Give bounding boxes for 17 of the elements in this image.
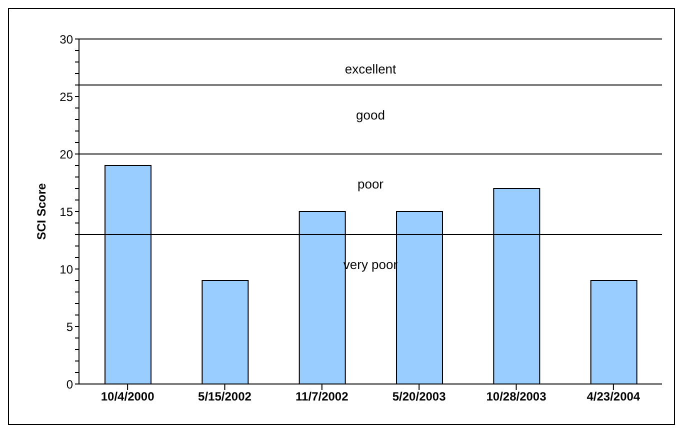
annotation: excellent	[344, 62, 397, 77]
x-tick-label: 10/28/2003	[486, 390, 547, 404]
x-tick-label: 4/23/2004	[586, 390, 640, 404]
y-axis-title: SCI Score	[34, 182, 48, 240]
x-tick-label: 5/20/2003	[392, 390, 446, 404]
y-tick-label: 15	[60, 204, 74, 219]
y-tick-label: 10	[60, 262, 74, 276]
x-tick-label: 5/15/2002	[198, 390, 252, 404]
y-tick-label: 5	[66, 320, 74, 334]
x-tick-label: 10/4/2000	[100, 390, 155, 404]
y-tick-label: 25	[60, 90, 74, 104]
y-tick-label: 20	[60, 147, 74, 162]
y-tick-label: 0	[66, 377, 74, 392]
annotation: poor	[357, 176, 384, 192]
y-tick-label: 30	[60, 32, 74, 46]
x-tick-label: 11/7/2002	[296, 390, 349, 404]
annotation: good	[356, 108, 385, 123]
